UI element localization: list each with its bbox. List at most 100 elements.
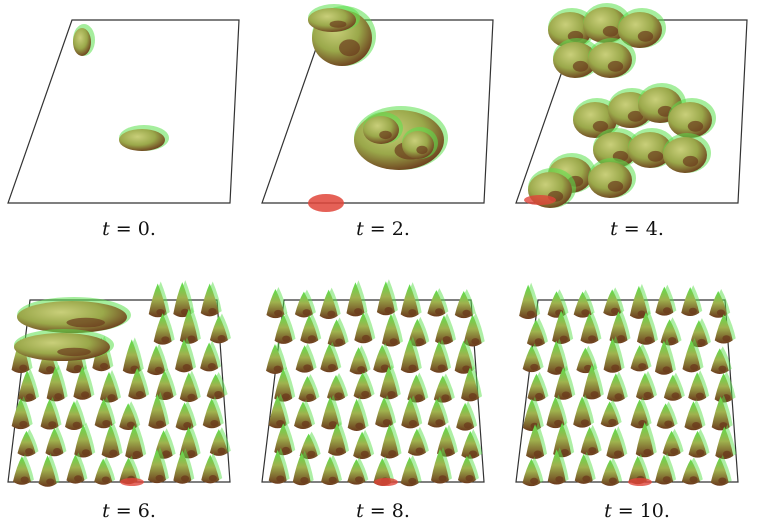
spike-shadow bbox=[360, 450, 369, 457]
spike-shadow bbox=[608, 418, 617, 426]
spike-shadow bbox=[668, 337, 677, 344]
spike-shadow bbox=[327, 310, 336, 317]
spike-shadow bbox=[722, 450, 732, 458]
spike-shadow bbox=[614, 393, 623, 400]
spike-shadow bbox=[718, 477, 727, 484]
spike-shadow bbox=[307, 450, 316, 458]
spike-shadow bbox=[442, 336, 451, 343]
spike bbox=[554, 367, 573, 400]
spike bbox=[179, 308, 198, 344]
spike-shadow bbox=[187, 450, 196, 457]
spike bbox=[268, 449, 287, 484]
spike bbox=[715, 426, 734, 460]
spike bbox=[711, 396, 730, 431]
spike-shadow bbox=[468, 450, 478, 457]
spike-shadow bbox=[135, 391, 144, 398]
spike bbox=[268, 395, 287, 429]
spike-shadow bbox=[155, 420, 165, 427]
spike-shadow bbox=[273, 365, 282, 372]
blob-shadow bbox=[379, 130, 392, 140]
spike bbox=[400, 284, 419, 318]
spike-shadow bbox=[73, 364, 82, 372]
time-value: = 8. bbox=[363, 500, 410, 522]
blob-shadow bbox=[572, 60, 589, 72]
spike-shadow bbox=[670, 447, 679, 455]
spike bbox=[400, 338, 419, 373]
spike-shadow bbox=[588, 447, 597, 454]
spike-shadow bbox=[81, 449, 90, 456]
blob-red bbox=[374, 478, 398, 486]
spike-shadow bbox=[281, 393, 290, 400]
spike-shadow bbox=[46, 366, 55, 373]
spike bbox=[635, 422, 654, 458]
time-caption: t = 2. bbox=[256, 218, 510, 240]
spike bbox=[11, 339, 30, 373]
time-value: = 4. bbox=[617, 218, 664, 240]
spike-shadow bbox=[180, 475, 190, 482]
spike-shadow bbox=[526, 310, 535, 317]
spike-shadow bbox=[274, 309, 283, 317]
panel-t-2: t = 4. bbox=[510, 0, 761, 262]
spike-shadow bbox=[282, 335, 291, 342]
spike bbox=[147, 449, 166, 484]
panel-t-5: t = 10. bbox=[510, 262, 761, 524]
blob bbox=[663, 137, 707, 173]
domain-frame bbox=[261, 19, 494, 204]
spike-shadow bbox=[437, 364, 446, 371]
spike bbox=[200, 283, 219, 317]
spike-shadow bbox=[530, 477, 539, 485]
spike-shadow bbox=[671, 392, 680, 399]
blob-shadow bbox=[687, 120, 704, 132]
time-variable: t bbox=[356, 500, 364, 522]
spike-shadow bbox=[163, 391, 172, 398]
spike-shadow bbox=[19, 420, 28, 428]
spike-shadow bbox=[688, 307, 697, 315]
spike-shadow bbox=[559, 335, 568, 342]
spike-shadow bbox=[19, 364, 28, 371]
spike-shadow bbox=[207, 363, 216, 370]
spike-shadow bbox=[276, 419, 285, 427]
spike-shadow bbox=[53, 447, 62, 455]
spike-shadow bbox=[408, 309, 417, 316]
panel-t-1: t = 2. bbox=[256, 0, 510, 262]
time-caption: t = 4. bbox=[510, 218, 761, 240]
time-variable: t bbox=[356, 218, 364, 240]
spike bbox=[463, 314, 482, 347]
time-value: = 6. bbox=[109, 500, 156, 522]
blob-shadow bbox=[602, 25, 619, 37]
blob-shadow bbox=[647, 150, 664, 162]
spike-shadow bbox=[328, 421, 337, 428]
time-caption: t = 8. bbox=[256, 500, 510, 522]
spike bbox=[629, 285, 648, 319]
spike-shadow bbox=[608, 477, 617, 484]
spike bbox=[328, 423, 347, 456]
spike-shadow bbox=[382, 419, 391, 426]
blob-shadow bbox=[66, 317, 105, 328]
spike bbox=[682, 339, 701, 373]
spike-shadow bbox=[637, 310, 646, 317]
spike-shadow bbox=[156, 308, 165, 316]
simulation-view bbox=[515, 3, 748, 208]
blob-shadow bbox=[339, 39, 360, 57]
blob bbox=[588, 42, 632, 78]
spike-shadow bbox=[357, 366, 366, 373]
time-caption: t = 10. bbox=[510, 500, 761, 522]
spike-shadow bbox=[361, 390, 370, 398]
spike bbox=[148, 283, 167, 318]
pattern-layer bbox=[519, 282, 737, 487]
spike bbox=[603, 338, 622, 373]
time-value: = 2. bbox=[363, 218, 410, 240]
spike-shadow bbox=[389, 338, 398, 345]
spike bbox=[73, 366, 92, 400]
simulation-view bbox=[515, 282, 739, 487]
spike-shadow bbox=[581, 309, 590, 316]
spike-shadow bbox=[719, 422, 728, 429]
spike-shadow bbox=[303, 364, 312, 371]
spike-shadow bbox=[81, 391, 90, 398]
spike-shadow bbox=[643, 391, 652, 399]
spike bbox=[173, 450, 192, 484]
blob-shadow bbox=[329, 20, 347, 28]
spike-shadow bbox=[154, 366, 163, 374]
time-caption: t = 6. bbox=[2, 500, 256, 522]
spike-shadow bbox=[441, 394, 450, 401]
